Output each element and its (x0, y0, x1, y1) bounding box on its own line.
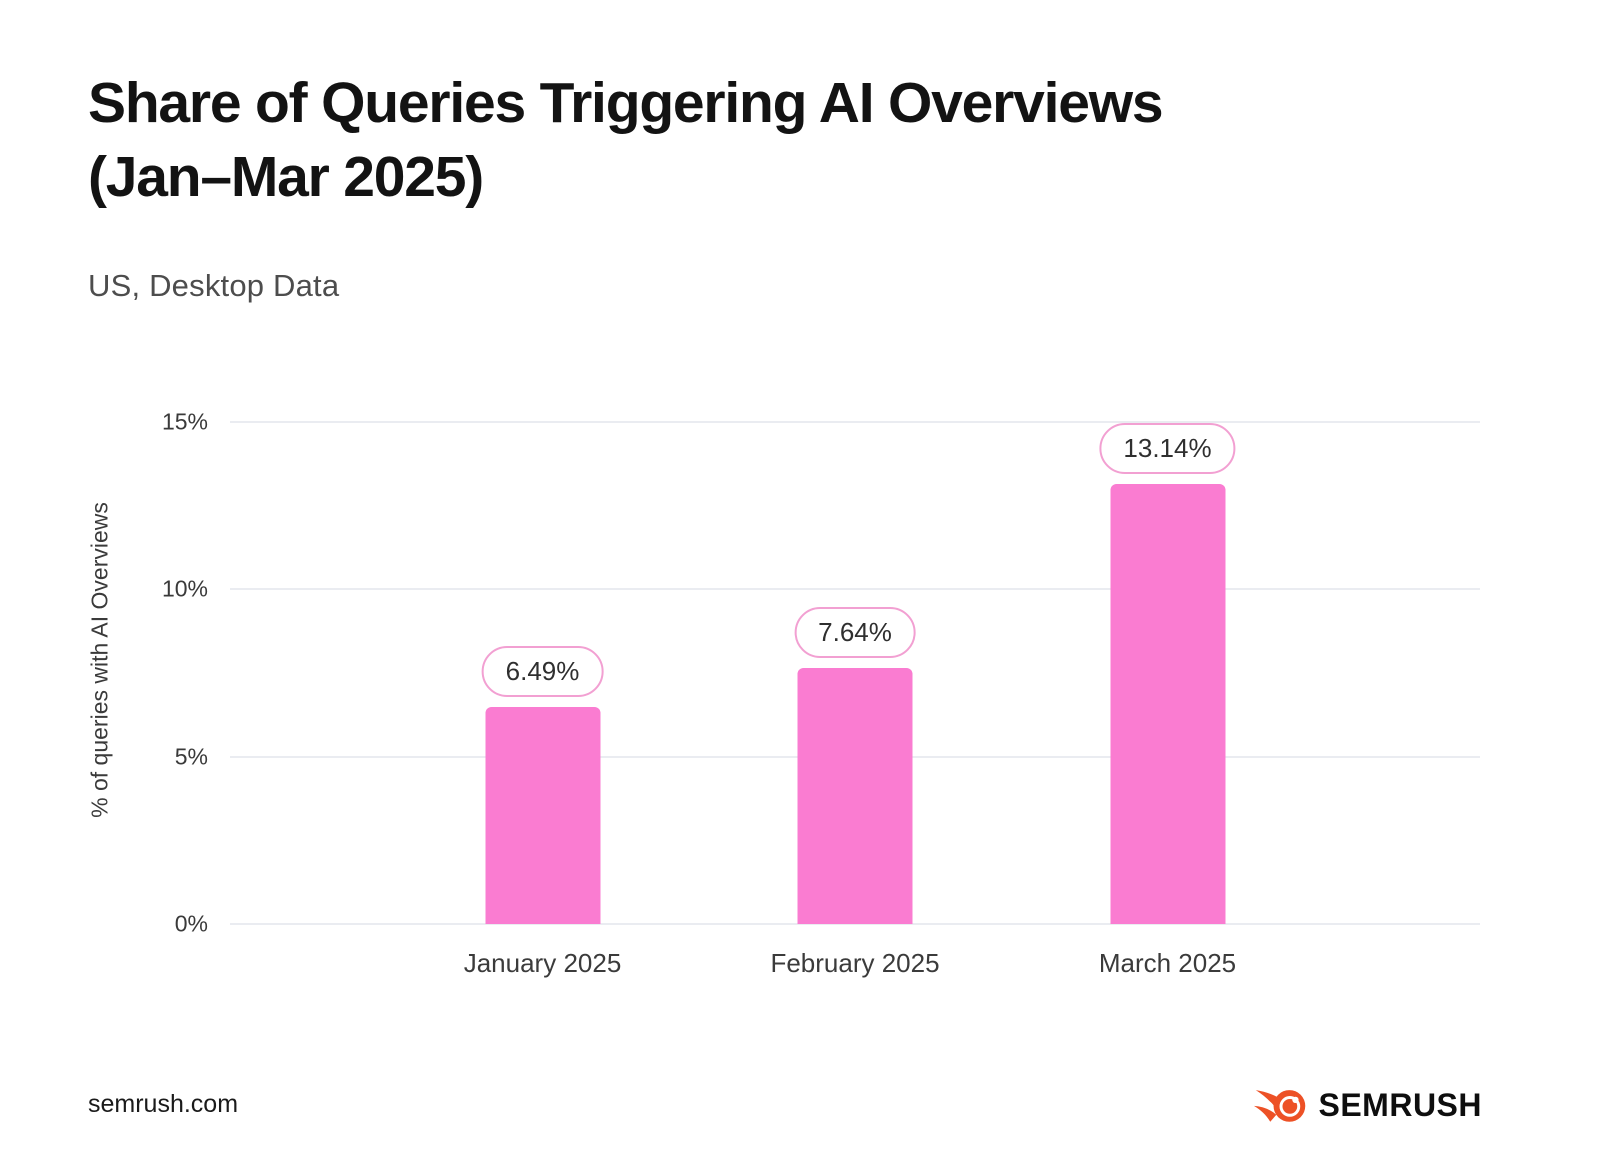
bar-group-february-2025: 7.64% (794, 607, 916, 924)
value-bubble-february-2025: 7.64% (794, 607, 916, 659)
bar-january-2025 (485, 706, 600, 924)
x-axis-labels: January 2025 February 2025 March 2025 (230, 924, 1480, 984)
bar-group-january-2025: 6.49% (481, 645, 604, 924)
plot-area: 6.49% 7.64% 13.14% (230, 421, 1480, 925)
source-url: semrush.com (88, 1090, 239, 1118)
y-axis-ticks: 0% 5% 10% 15% (130, 409, 208, 937)
y-tick-label: 15% (161, 408, 208, 435)
gridline-10 (230, 588, 1480, 591)
x-label-march-2025: March 2025 (1098, 948, 1237, 978)
bar-group-march-2025: 13.14% (1099, 423, 1236, 924)
value-bubble-january-2025: 6.49% (481, 645, 604, 697)
x-label-january-2025: January 2025 (463, 948, 622, 978)
semrush-logo: SEMRUSH (1253, 1082, 1482, 1128)
value-bubble-march-2025: 13.14% (1099, 423, 1236, 475)
page-subtitle: US, Desktop Data (88, 268, 340, 303)
y-tick-label: 0% (174, 910, 208, 937)
bar-february-2025 (797, 668, 913, 924)
x-label-february-2025: February 2025 (770, 948, 940, 978)
page-title: Share of Queries Triggering AI Overviews… (88, 66, 1164, 214)
semrush-wordmark: SEMRUSH (1318, 1086, 1482, 1123)
y-tick-label: 10% (161, 575, 208, 602)
gridline-15 (230, 421, 1480, 423)
semrush-flame-icon (1254, 1090, 1306, 1122)
gridline-0 (230, 923, 1480, 925)
bar-march-2025 (1110, 484, 1225, 924)
title-line-2: (Jan–Mar 2025) (88, 145, 484, 210)
y-tick-label: 5% (174, 743, 208, 770)
y-axis-title: % of queries with AI Overviews (86, 502, 113, 818)
title-line-1: Share of Queries Triggering AI Overviews (88, 71, 1164, 135)
